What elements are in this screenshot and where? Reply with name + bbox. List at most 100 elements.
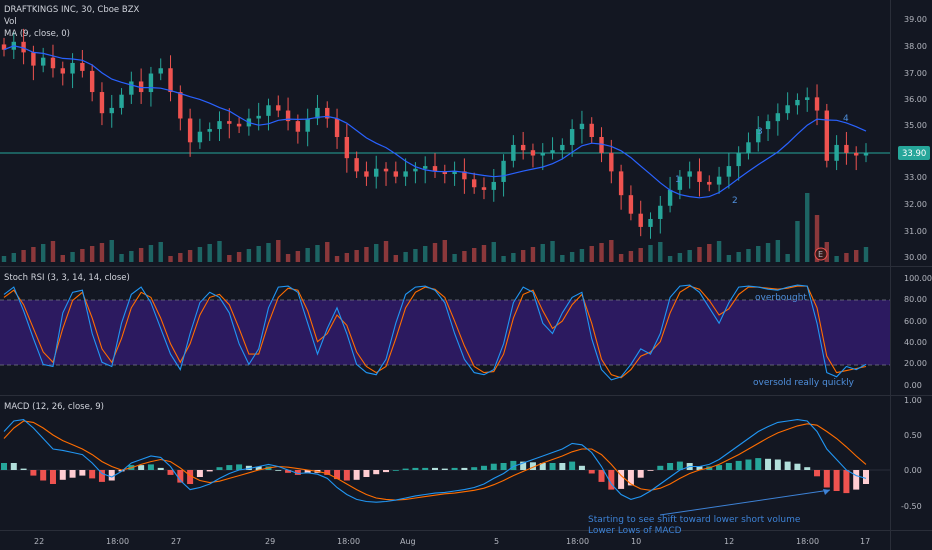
macd-histogram-bar xyxy=(89,470,96,479)
candle-body xyxy=(178,92,183,119)
macd-histogram-bar xyxy=(627,470,634,486)
candle-body xyxy=(50,57,56,69)
macd-histogram-bar xyxy=(392,470,399,471)
volume-bar xyxy=(276,240,281,262)
candle-body xyxy=(217,121,222,130)
price-tick: 35.00 xyxy=(904,121,927,130)
volume-bar xyxy=(403,252,408,262)
macd-histogram-bar xyxy=(843,470,850,494)
macd-histogram-bar xyxy=(236,464,243,470)
candle-body xyxy=(785,105,790,114)
candle-body xyxy=(560,144,565,151)
note-overbought: overbought xyxy=(755,293,807,303)
candle-body xyxy=(687,171,692,177)
macd-histogram-bar xyxy=(657,465,664,470)
volume-bar xyxy=(560,255,565,262)
volume-bar xyxy=(129,251,134,262)
macd-histogram-bar xyxy=(10,463,17,470)
volume-bar xyxy=(1,256,7,262)
volume-bar xyxy=(726,255,732,262)
candle-body xyxy=(609,152,614,172)
volume-bar xyxy=(550,241,555,262)
volume-bar xyxy=(452,254,457,262)
volume-label[interactable]: Vol xyxy=(4,17,17,27)
volume-bar xyxy=(393,255,399,262)
macd-histogram-bar xyxy=(216,467,223,470)
macd-histogram-bar xyxy=(285,470,292,473)
macd-note-arrow-head xyxy=(823,489,830,495)
macd-histogram-bar xyxy=(383,470,390,473)
volume-bar xyxy=(187,250,193,262)
macd-histogram-bar xyxy=(529,462,536,470)
symbol-title[interactable]: DRAFTKINGS INC, 30, Cboe BZX xyxy=(4,5,140,15)
candle-body xyxy=(129,81,134,95)
volume-bar xyxy=(785,254,790,262)
macd-histogram-bar xyxy=(412,467,419,470)
volume-bar xyxy=(325,242,330,262)
stoch-rsi-label[interactable]: Stoch RSI (3, 3, 14, 14, close) xyxy=(4,273,130,283)
macd-histogram-bar xyxy=(618,470,625,489)
macd-line xyxy=(3,419,867,503)
candle-body xyxy=(325,107,330,119)
candle-body xyxy=(99,92,105,114)
candle-body xyxy=(844,144,849,153)
macd-histogram-bar xyxy=(490,463,497,470)
volume-bar xyxy=(178,253,183,262)
macd-histogram-bar xyxy=(794,463,801,470)
macd-histogram-bar xyxy=(510,460,517,470)
volume-bar xyxy=(491,242,496,262)
earnings-badge-icon[interactable] xyxy=(814,247,828,261)
volume-bar xyxy=(677,253,683,262)
macd-histogram-bar xyxy=(853,470,860,490)
candle-body xyxy=(423,166,428,169)
volume-bar xyxy=(756,246,761,262)
volume-bar xyxy=(266,243,271,262)
volume-bar xyxy=(844,253,849,262)
candle-body xyxy=(1,44,7,50)
volume-bar xyxy=(481,245,487,262)
ma-label[interactable]: MA (9, close, 0) xyxy=(4,29,70,39)
volume-bar xyxy=(628,251,634,262)
volume-bar xyxy=(344,253,350,262)
price-tick: 32.00 xyxy=(904,200,927,209)
candle-body xyxy=(716,176,722,185)
candle-body xyxy=(795,99,800,106)
candle-body xyxy=(197,131,203,143)
macd-histogram-bar xyxy=(667,463,674,470)
stoch-tick: 60.00 xyxy=(904,317,927,326)
macd-tick: -0.50 xyxy=(901,502,922,511)
volume-bar xyxy=(109,240,114,262)
macd-histogram-bar xyxy=(549,463,556,470)
volume-bar xyxy=(168,256,173,262)
candle-body xyxy=(119,94,124,108)
candle-body xyxy=(452,171,457,175)
candle-body xyxy=(256,115,261,119)
volume-bar xyxy=(854,250,859,262)
candle-body xyxy=(540,152,545,156)
candle-body xyxy=(736,152,741,167)
volume-bar xyxy=(501,256,506,262)
stoch-d-line xyxy=(3,285,867,379)
volume-bar xyxy=(795,221,800,262)
macd-histogram-bar xyxy=(480,465,487,470)
candle-body xyxy=(344,137,350,159)
volume-bar xyxy=(716,241,722,262)
macd-label[interactable]: MACD (12, 26, close, 9) xyxy=(4,402,104,412)
candle-body xyxy=(579,123,585,130)
volume-bar xyxy=(471,248,477,262)
candle-body xyxy=(236,123,242,127)
macd-histogram-bar xyxy=(539,463,546,470)
candle-body xyxy=(746,142,751,153)
volume-bar xyxy=(227,255,232,262)
macd-histogram-bar xyxy=(98,470,105,482)
note-oversold: oversold really quickly xyxy=(753,378,855,388)
macd-histogram-bar xyxy=(1,463,7,470)
volume-bar xyxy=(511,253,516,262)
candle-body xyxy=(187,118,193,143)
volume-bar xyxy=(520,250,526,262)
candle-body xyxy=(707,181,712,185)
candle-body xyxy=(658,205,663,219)
macd-histogram-bar xyxy=(108,470,115,481)
